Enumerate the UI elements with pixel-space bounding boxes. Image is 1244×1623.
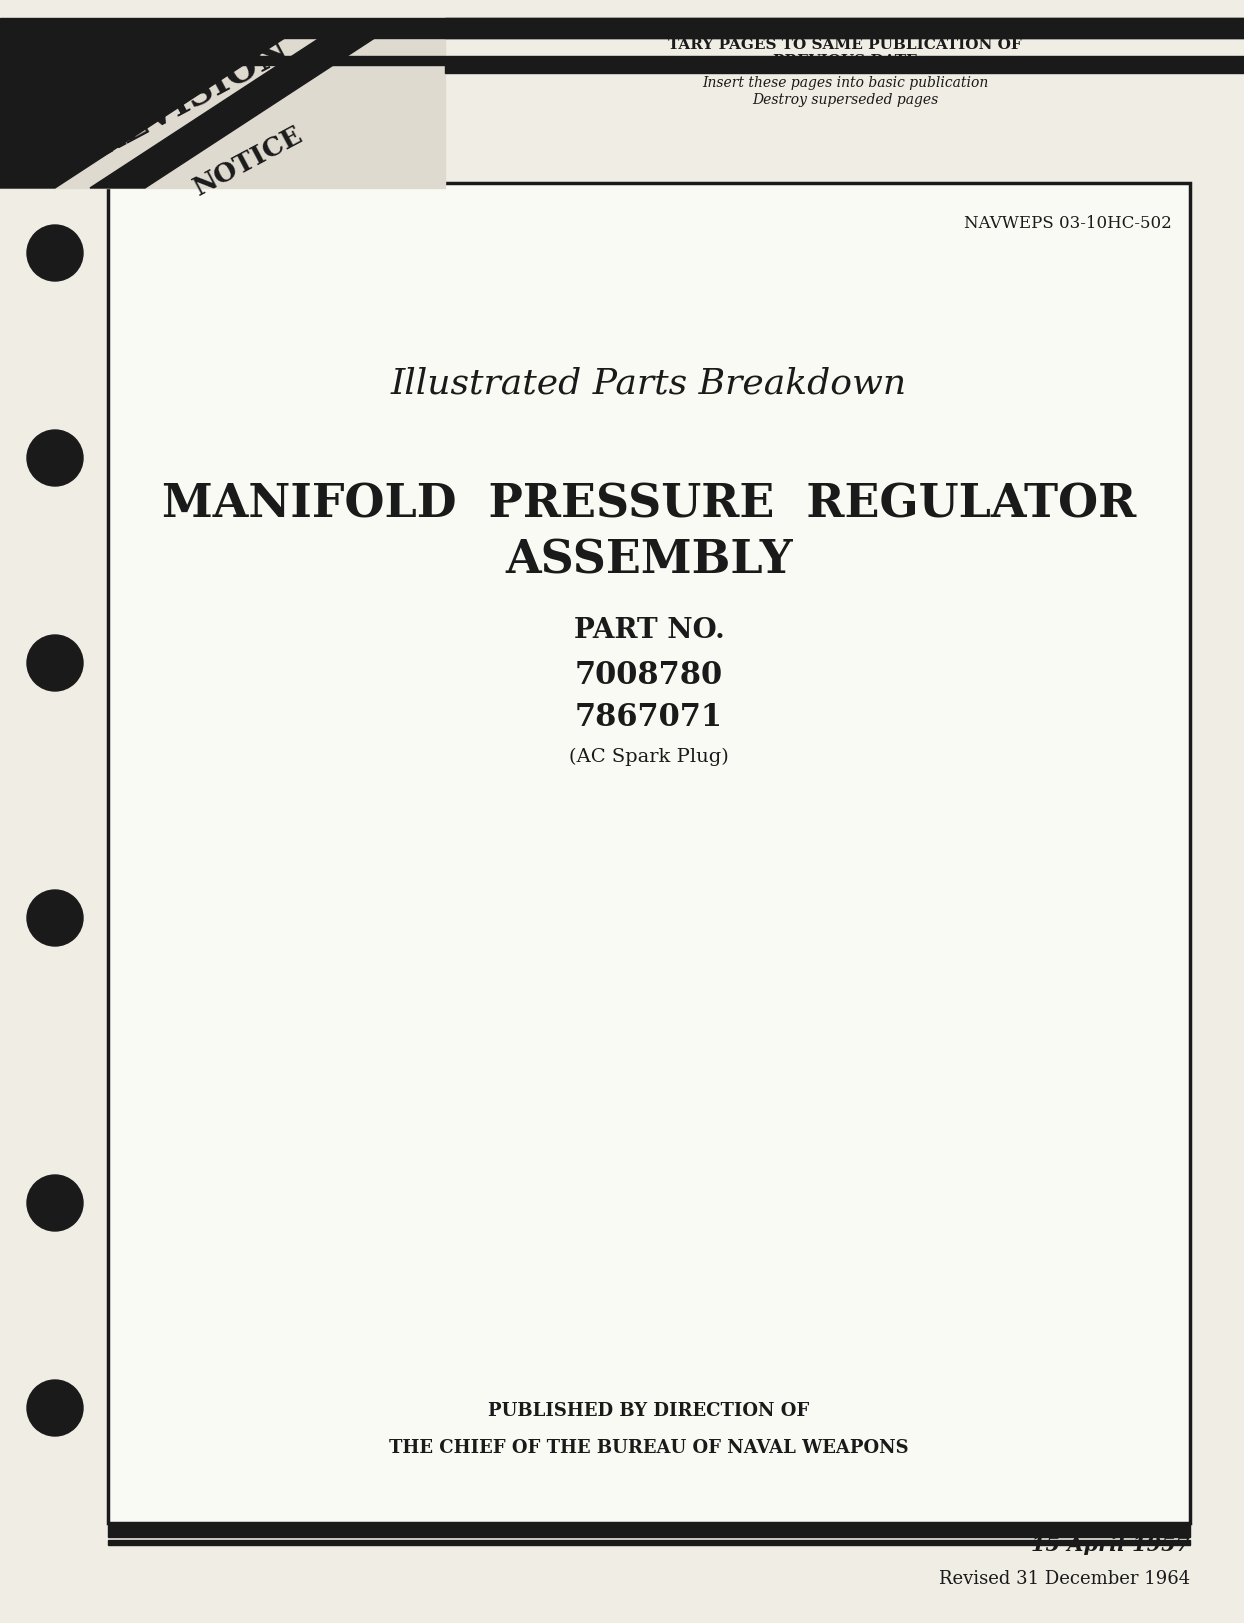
Text: 7008780: 7008780 [575, 659, 723, 690]
Bar [108, 1522, 1191, 1537]
Text: (AC Spark Plug): (AC Spark Plug) [569, 748, 729, 766]
Text: ASSEMBLY: ASSEMBLY [505, 537, 792, 584]
Text: PUBLISHED BY DIRECTION OF: PUBLISHED BY DIRECTION OF [489, 1402, 810, 1420]
Text: 7867071: 7867071 [575, 701, 723, 732]
Text: PREVIOUS DATE: PREVIOUS DATE [773, 54, 917, 68]
Circle shape [27, 889, 83, 946]
Bar [0, 57, 1244, 65]
Text: 15 April 1957: 15 April 1957 [1031, 1535, 1191, 1555]
Bar [0, 28, 445, 188]
Circle shape [27, 1175, 83, 1230]
Bar [108, 1540, 1191, 1545]
Bar [445, 18, 1244, 37]
Text: NOTICE: NOTICE [189, 122, 307, 200]
Circle shape [27, 430, 83, 485]
Text: THE CHIEF OF THE BUREAU OF NAVAL WEAPONS: THE CHIEF OF THE BUREAU OF NAVAL WEAPONS [389, 1440, 909, 1457]
Circle shape [27, 635, 83, 691]
Text: THESE ARE SUPERSEDING OR SUPPLEMEN-: THESE ARE SUPERSEDING OR SUPPLEMEN- [649, 21, 1040, 36]
Bar [445, 63, 1244, 73]
Text: MANIFOLD  PRESSURE  REGULATOR: MANIFOLD PRESSURE REGULATOR [162, 482, 1136, 527]
Text: TARY PAGES TO SAME PUBLICATION OF: TARY PAGES TO SAME PUBLICATION OF [668, 37, 1021, 52]
Polygon shape [0, 28, 300, 188]
Circle shape [27, 1380, 83, 1436]
Text: Illustrated Parts Breakdown: Illustrated Parts Breakdown [391, 367, 907, 399]
Bar [0, 18, 1244, 37]
Bar [108, 183, 1191, 1522]
Text: Revised 31 December 1964: Revised 31 December 1964 [939, 1569, 1191, 1587]
Text: NAVWEPS 03-10HC-502: NAVWEPS 03-10HC-502 [964, 214, 1172, 232]
Text: Destroy superseded pages: Destroy superseded pages [751, 93, 938, 107]
Circle shape [6, 86, 70, 149]
Text: Insert these pages into basic publication: Insert these pages into basic publicatio… [702, 76, 988, 89]
Text: PART NO.: PART NO. [573, 617, 724, 643]
Polygon shape [90, 28, 391, 188]
Text: REVISION: REVISION [85, 31, 295, 166]
Circle shape [27, 226, 83, 281]
